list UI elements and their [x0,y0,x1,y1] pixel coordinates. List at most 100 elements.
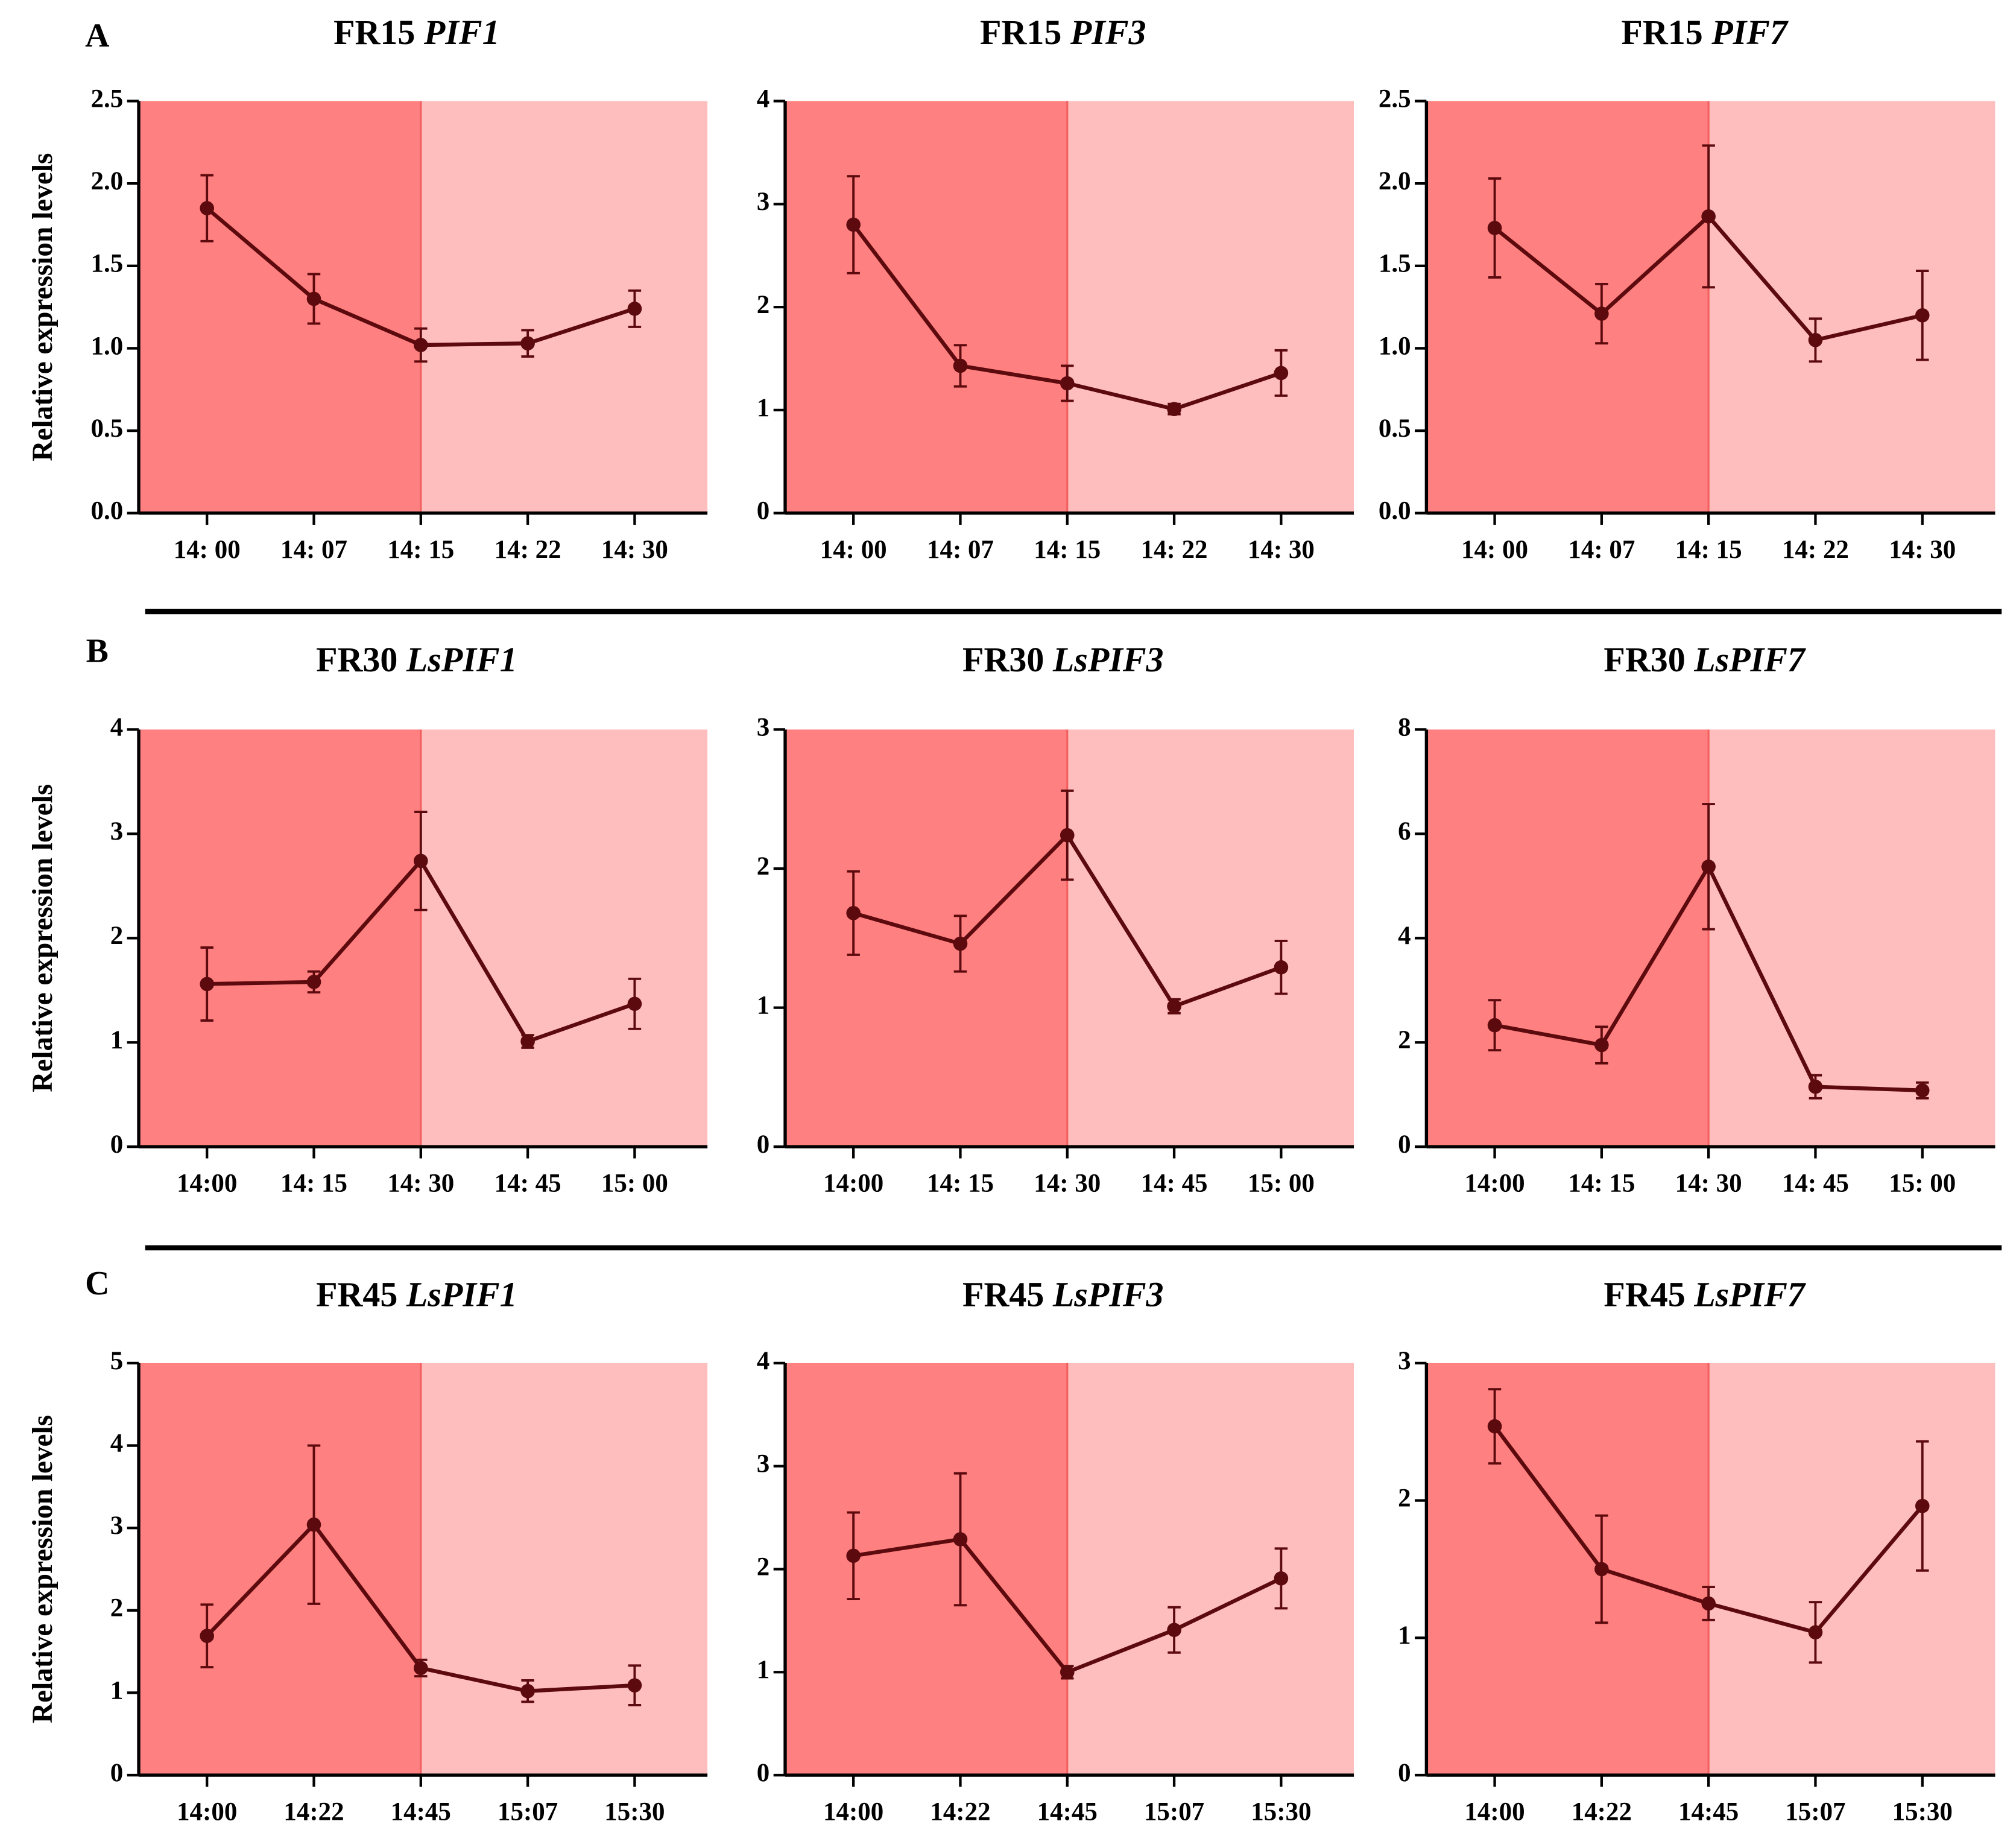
point [953,1532,968,1547]
shade-light [420,1363,708,1776]
shade-dark [1426,729,1709,1147]
point [953,358,968,373]
point [627,1678,642,1692]
point [200,1629,215,1643]
x-tick-label: 14: 00 [174,536,241,564]
point [627,996,642,1012]
x-tick-label: 14: 15 [1675,536,1742,564]
title-gene: PIF1 [423,13,500,52]
shade-dark [139,1363,421,1776]
point [413,338,428,352]
point [1594,1037,1609,1053]
y-tick-label: 4 [110,713,123,741]
x-tick-label: 14: 00 [820,536,887,564]
x-tick-label: 14: 30 [1034,1169,1101,1197]
point [1701,860,1716,874]
point [1167,402,1181,417]
point [1487,1018,1502,1033]
shade-dark [139,101,421,513]
point [520,1034,535,1049]
y-tick-label: 2 [110,922,123,950]
point [520,336,535,351]
y-tick-label: 0 [110,1759,123,1787]
title-condition: FR30 [316,640,397,679]
x-tick-label: 14: 30 [1248,536,1315,564]
x-tick-label: 14:45 [1037,1797,1098,1826]
x-tick-label: 14: 00 [1461,536,1528,564]
x-tick-label: 14:00 [1464,1169,1525,1197]
y-tick-label: 1.0 [1379,332,1411,360]
x-tick-label: 14: 07 [280,536,347,564]
point [1808,1079,1823,1094]
x-tick-label: 15: 00 [601,1169,668,1197]
x-tick-label: 14:00 [177,1797,237,1826]
x-tick-label: 15:07 [498,1797,558,1826]
chart-title: FR30 LsPIF1 [316,640,517,679]
x-tick-label: 14: 45 [1141,1169,1208,1197]
y-tick-label: 0.5 [1379,414,1411,443]
shade-light [420,101,708,513]
title-condition: FR30 [1604,640,1685,679]
x-tick-label: 14:22 [283,1797,344,1826]
title-gene: LsPIF3 [1052,1275,1164,1314]
y-tick-label: 2 [1398,1026,1411,1054]
panel-letter: A [85,17,109,54]
y-tick-label: 1 [757,394,769,422]
y-tick-label: 0.5 [91,414,124,443]
point [627,302,642,316]
title-condition: FR15 [1621,13,1702,52]
title-condition: FR15 [333,13,415,52]
point [1594,1562,1609,1577]
y-tick-label: 3 [1398,1347,1411,1375]
point [306,1517,321,1532]
title-gene: PIF3 [1070,13,1146,52]
y-tick-label: 8 [1398,713,1411,741]
x-tick-label: 14: 15 [280,1169,347,1197]
shade-light [420,729,708,1147]
y-tick-label: 1.0 [91,332,124,360]
panel-letter: C [85,1265,109,1302]
x-tick-label: 14: 22 [1141,536,1208,564]
chart-title: FR15 PIF3 [980,13,1146,52]
y-tick-label: 1.5 [91,250,124,278]
y-tick-label: 0.0 [1379,497,1411,525]
y-axis-label: Relative expression levels [27,784,58,1092]
y-tick-label: 0 [757,497,769,525]
y-tick-label: 0 [757,1759,769,1787]
point [1167,1623,1181,1638]
x-tick-label: 14: 15 [927,1169,994,1197]
shade-dark [785,1363,1067,1776]
shade-dark [1426,1363,1709,1776]
y-tick-label: 3 [110,1512,123,1540]
x-tick-label: 14:22 [930,1797,990,1826]
x-tick-label: 15:30 [604,1797,665,1826]
y-tick-label: 1 [1398,1621,1411,1650]
title-condition: FR45 [962,1275,1044,1314]
point [520,1683,535,1699]
title-gene: PIF7 [1711,13,1789,52]
title-gene: LsPIF3 [1052,640,1164,679]
point [306,291,321,306]
point [1274,366,1289,381]
shade-light [1067,1363,1354,1776]
y-tick-label: 0.0 [91,497,124,525]
y-tick-label: 2.5 [91,84,124,113]
x-tick-label: 14: 15 [1034,536,1101,564]
y-tick-label: 2 [757,1553,769,1581]
y-tick-label: 0 [1398,1130,1411,1159]
title-gene: LsPIF1 [406,1275,517,1314]
shade-dark [1426,101,1709,513]
x-tick-label: 14:00 [177,1169,237,1197]
x-tick-label: 14: 22 [1782,536,1849,564]
point [306,975,321,989]
x-tick-label: 14:00 [823,1169,883,1197]
y-tick-label: 1 [110,1026,123,1054]
x-tick-label: 14:22 [1572,1797,1632,1826]
y-tick-label: 1 [110,1676,123,1705]
chart-title: FR30 LsPIF7 [1604,640,1806,679]
y-tick-label: 4 [110,1429,123,1457]
chart-title: FR45 LsPIF3 [962,1275,1164,1314]
y-tick-label: 0 [1398,1759,1411,1787]
